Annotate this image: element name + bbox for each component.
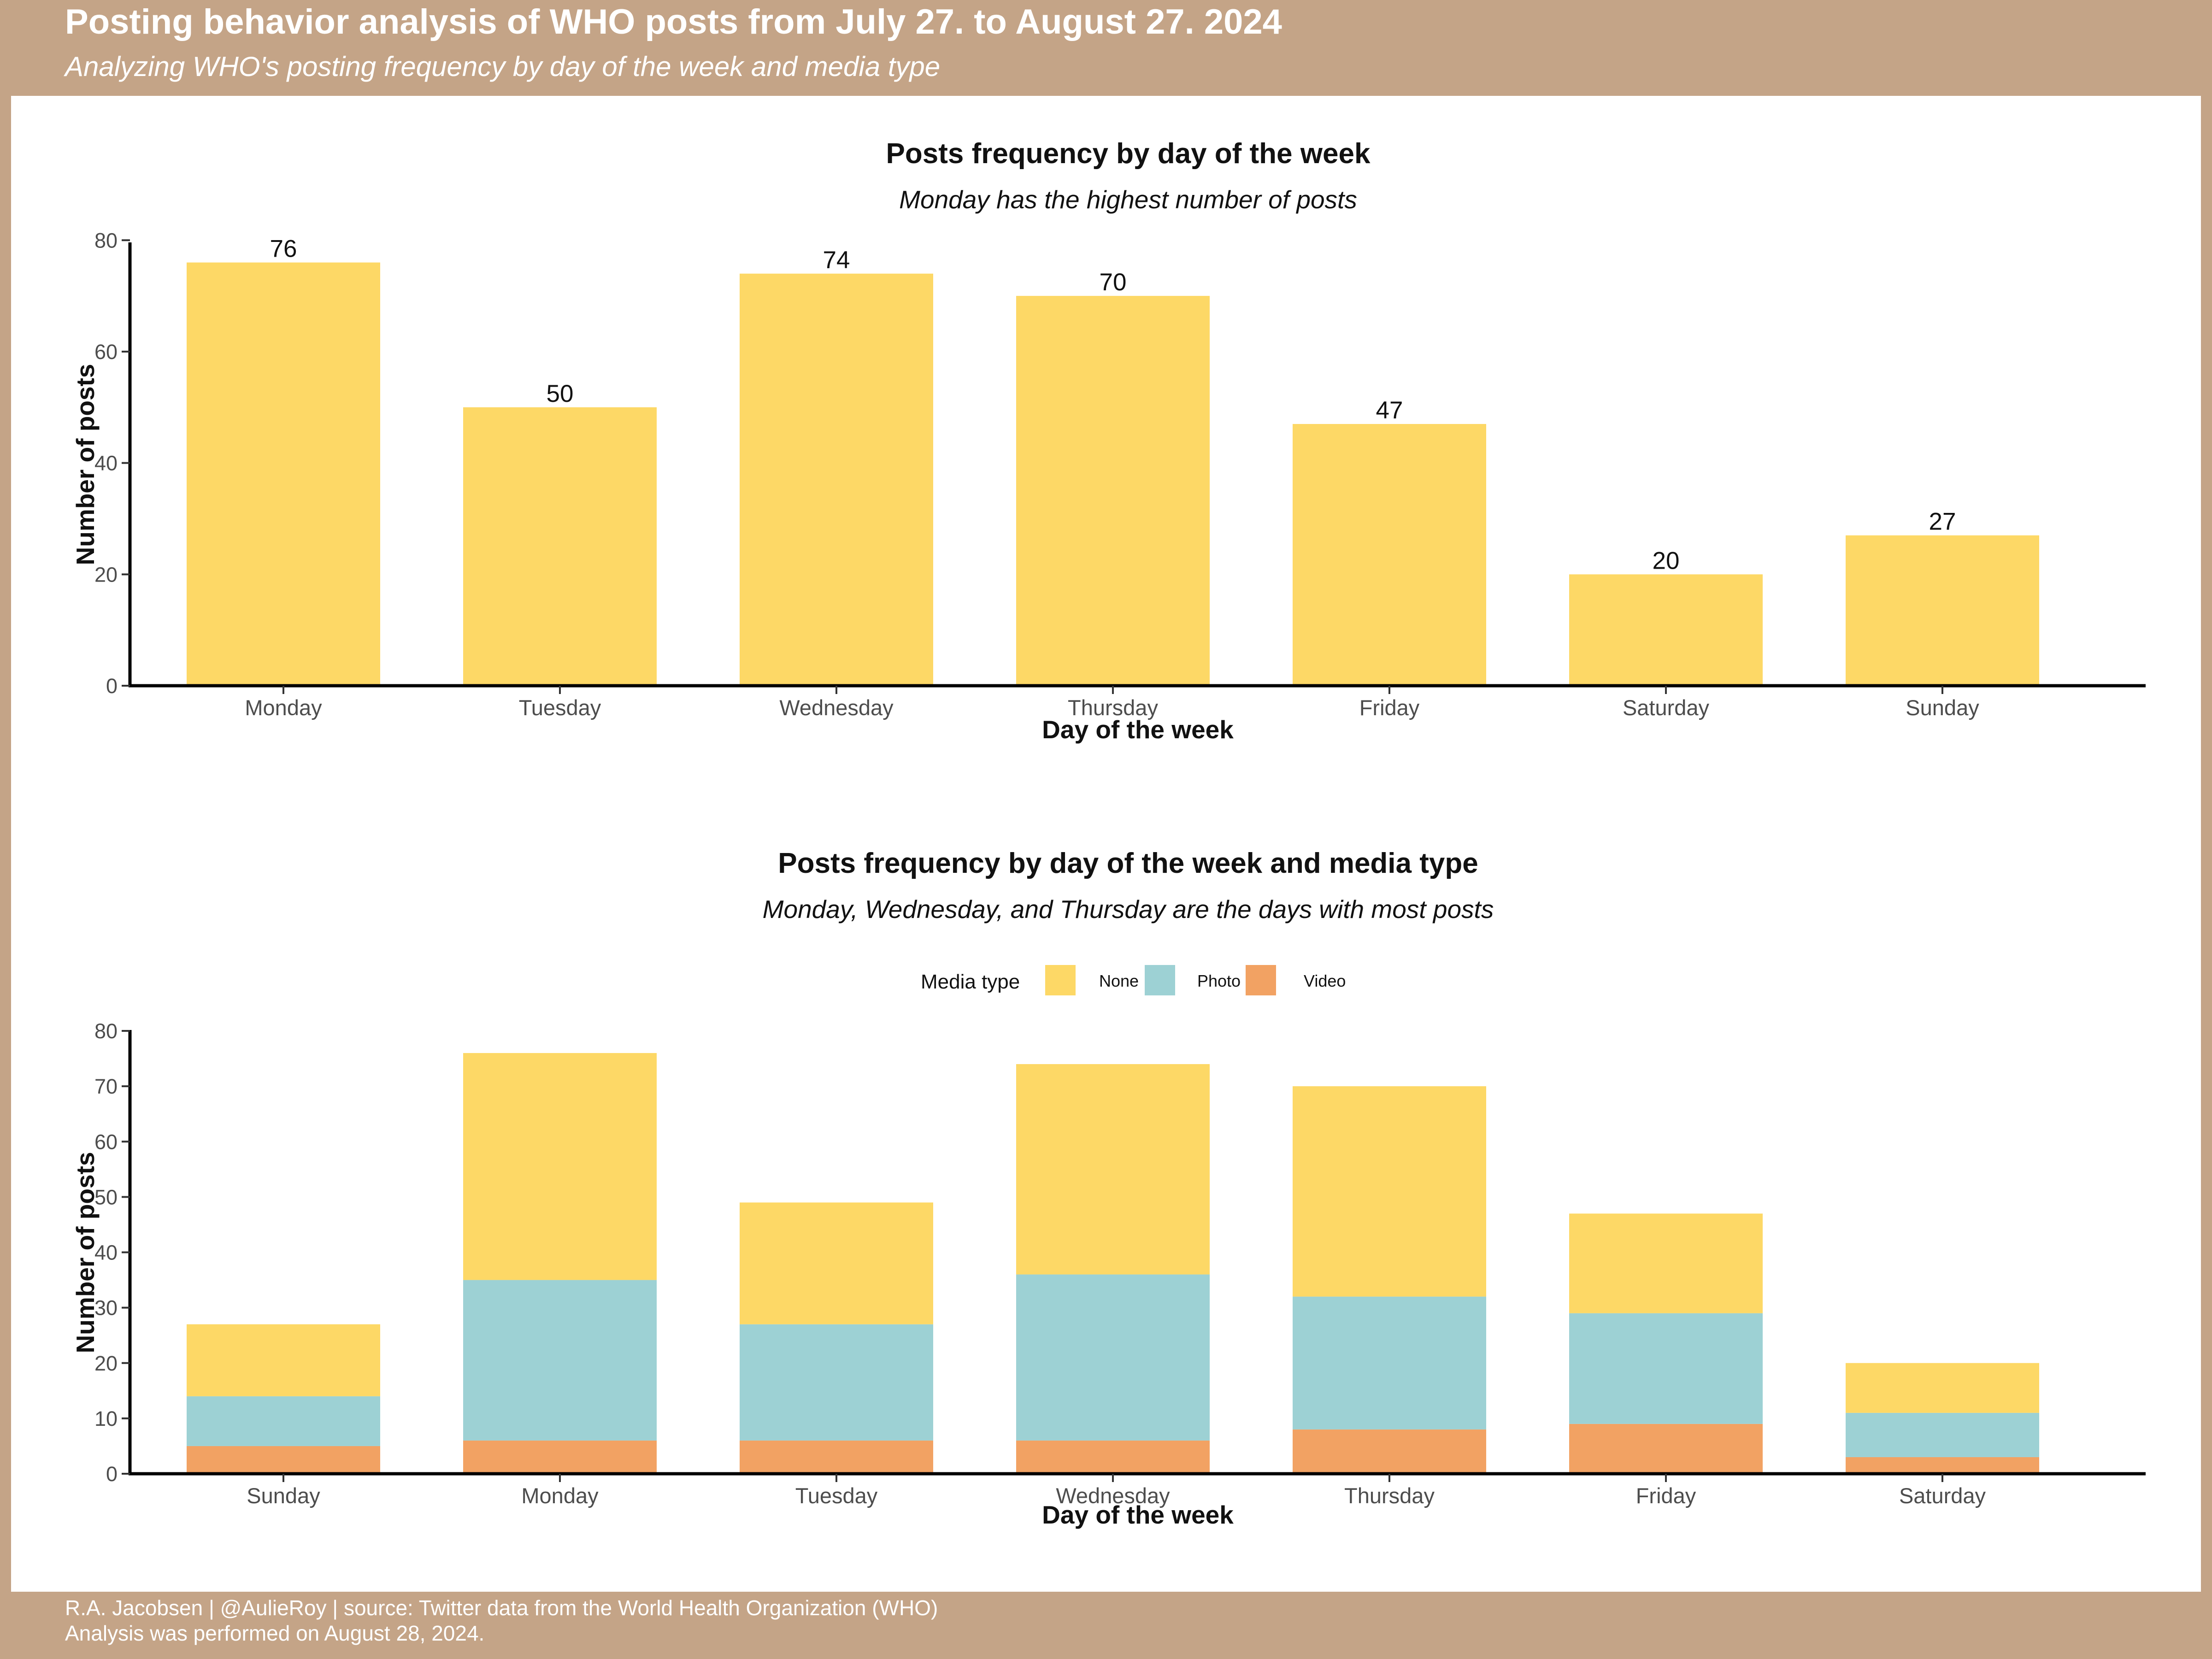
x-tick-label: Wednesday xyxy=(779,695,894,720)
bar-friday-photo xyxy=(1569,1313,1763,1424)
x-axis-label: Day of the week xyxy=(1042,715,1234,744)
chart-subtitle: Monday, Wednesday, and Thursday are the … xyxy=(763,895,1494,924)
bar-wednesday-video xyxy=(1016,1440,1210,1474)
legend-key-video xyxy=(1246,965,1276,995)
bar-sunday-photo xyxy=(187,1396,380,1446)
x-tick-label: Saturday xyxy=(1623,695,1710,720)
bar-wednesday-photo xyxy=(1016,1274,1210,1441)
bar-friday-none xyxy=(1569,1213,1763,1313)
x-tick-label: Friday xyxy=(1359,695,1420,720)
data-label: 70 xyxy=(1100,269,1127,296)
chart-title: Posts frequency by day of the week and m… xyxy=(778,847,1478,879)
x-tick-label: Sunday xyxy=(1906,695,1979,720)
bar-thursday-none xyxy=(1293,1086,1486,1297)
y-tick-label: 60 xyxy=(94,340,118,364)
footer-credit: R.A. Jacobsen | @AulieRoy | source: Twit… xyxy=(65,1596,938,1620)
y-axis-label: Number of posts xyxy=(71,1152,100,1353)
bar-saturday-video xyxy=(1846,1457,2039,1474)
chart-panel: Posts frequency by day of the week Monday… xyxy=(11,96,2201,1592)
chart-1: Posts frequency by day of the week Monday… xyxy=(71,138,2146,744)
bar-thursday xyxy=(1016,296,1210,686)
bar-monday-photo xyxy=(463,1280,657,1441)
y-tick-label: 50 xyxy=(94,1185,118,1209)
legend: Media type None Photo Video xyxy=(921,965,1346,995)
x-tick-label: Friday xyxy=(1636,1483,1696,1508)
bar-thursday-video xyxy=(1293,1429,1486,1474)
y-tick-label: 40 xyxy=(94,452,118,475)
bar-saturday-none xyxy=(1846,1363,2039,1413)
bar-sunday xyxy=(1846,535,2039,686)
chart-2: Posts frequency by day of the week and m… xyxy=(71,847,2146,1529)
header: Posting behavior analysis of WHO posts f… xyxy=(0,0,2212,95)
bar-friday xyxy=(1293,424,1486,686)
legend-title: Media type xyxy=(921,971,1020,993)
legend-label-photo: Photo xyxy=(1197,971,1241,990)
y-tick-label: 0 xyxy=(106,674,118,698)
bar-wednesday xyxy=(740,273,933,686)
x-tick-label: Monday xyxy=(245,695,322,720)
bar-friday-video xyxy=(1569,1424,1763,1474)
chart-title: Posts frequency by day of the week xyxy=(886,138,1371,170)
chart-subtitle: Monday has the highest number of posts xyxy=(899,185,1357,214)
x-tick-label: Wednesday xyxy=(1056,1483,1170,1508)
x-tick-label: Tuesday xyxy=(519,695,601,720)
y-tick-label: 20 xyxy=(94,1352,118,1375)
y-axis-label: Number of posts xyxy=(71,364,100,565)
data-label: 27 xyxy=(1929,508,1956,535)
x-tick-label: Saturday xyxy=(1899,1483,1986,1508)
bar-sunday-none xyxy=(187,1324,380,1396)
bar-tuesday xyxy=(463,407,657,686)
bar-monday-none xyxy=(463,1053,657,1280)
y-tick-label: 20 xyxy=(94,563,118,586)
y-tick-label: 80 xyxy=(94,229,118,252)
bar-sunday-video xyxy=(187,1446,380,1474)
legend-key-photo xyxy=(1145,965,1175,995)
legend-key-none xyxy=(1045,965,1076,995)
bars: 76 50 74 70 47 20 27 xyxy=(187,235,2039,686)
main-title: Posting behavior analysis of WHO posts f… xyxy=(65,2,1282,41)
charts-canvas: Posts frequency by day of the week Monday… xyxy=(71,138,2146,1529)
data-label: 74 xyxy=(823,247,850,274)
bar-tuesday-none xyxy=(740,1202,933,1324)
footer: R.A. Jacobsen | @AulieRoy | source: Twit… xyxy=(65,1595,938,1646)
bar-monday xyxy=(187,262,380,686)
legend-label-none: None xyxy=(1099,971,1139,990)
x-tick-label: Tuesday xyxy=(795,1483,878,1508)
y-tick-label: 30 xyxy=(94,1296,118,1320)
data-label: 50 xyxy=(547,380,574,407)
y-tick-label: 40 xyxy=(94,1241,118,1265)
x-axis-label: Day of the week xyxy=(1042,1500,1234,1529)
bar-saturday xyxy=(1569,574,1763,686)
bar-tuesday-video xyxy=(740,1440,933,1474)
data-label: 76 xyxy=(270,235,297,263)
x-tick-label: Thursday xyxy=(1068,695,1158,720)
main-subtitle: Analyzing WHO's posting frequency by day… xyxy=(65,51,941,82)
x-tick-label: Monday xyxy=(521,1483,599,1508)
bar-monday-video xyxy=(463,1440,657,1474)
y-tick-label: 80 xyxy=(94,1019,118,1043)
bars xyxy=(187,1053,2039,1474)
bar-wednesday-none xyxy=(1016,1064,1210,1275)
legend-label-video: Video xyxy=(1304,971,1346,990)
x-tick-label: Sunday xyxy=(247,1483,320,1508)
data-label: 20 xyxy=(1653,547,1680,574)
y-tick-label: 60 xyxy=(94,1130,118,1153)
bar-saturday-photo xyxy=(1846,1412,2039,1457)
y-tick-label: 0 xyxy=(106,1462,118,1486)
y-tick-label: 70 xyxy=(94,1075,118,1098)
bar-tuesday-photo xyxy=(740,1324,933,1441)
x-tick-label: Thursday xyxy=(1344,1483,1435,1508)
y-tick-label: 10 xyxy=(94,1407,118,1430)
bar-thursday-photo xyxy=(1293,1296,1486,1430)
footer-analysis-date: Analysis was performed on August 28, 202… xyxy=(65,1621,485,1645)
data-label: 47 xyxy=(1376,397,1403,424)
